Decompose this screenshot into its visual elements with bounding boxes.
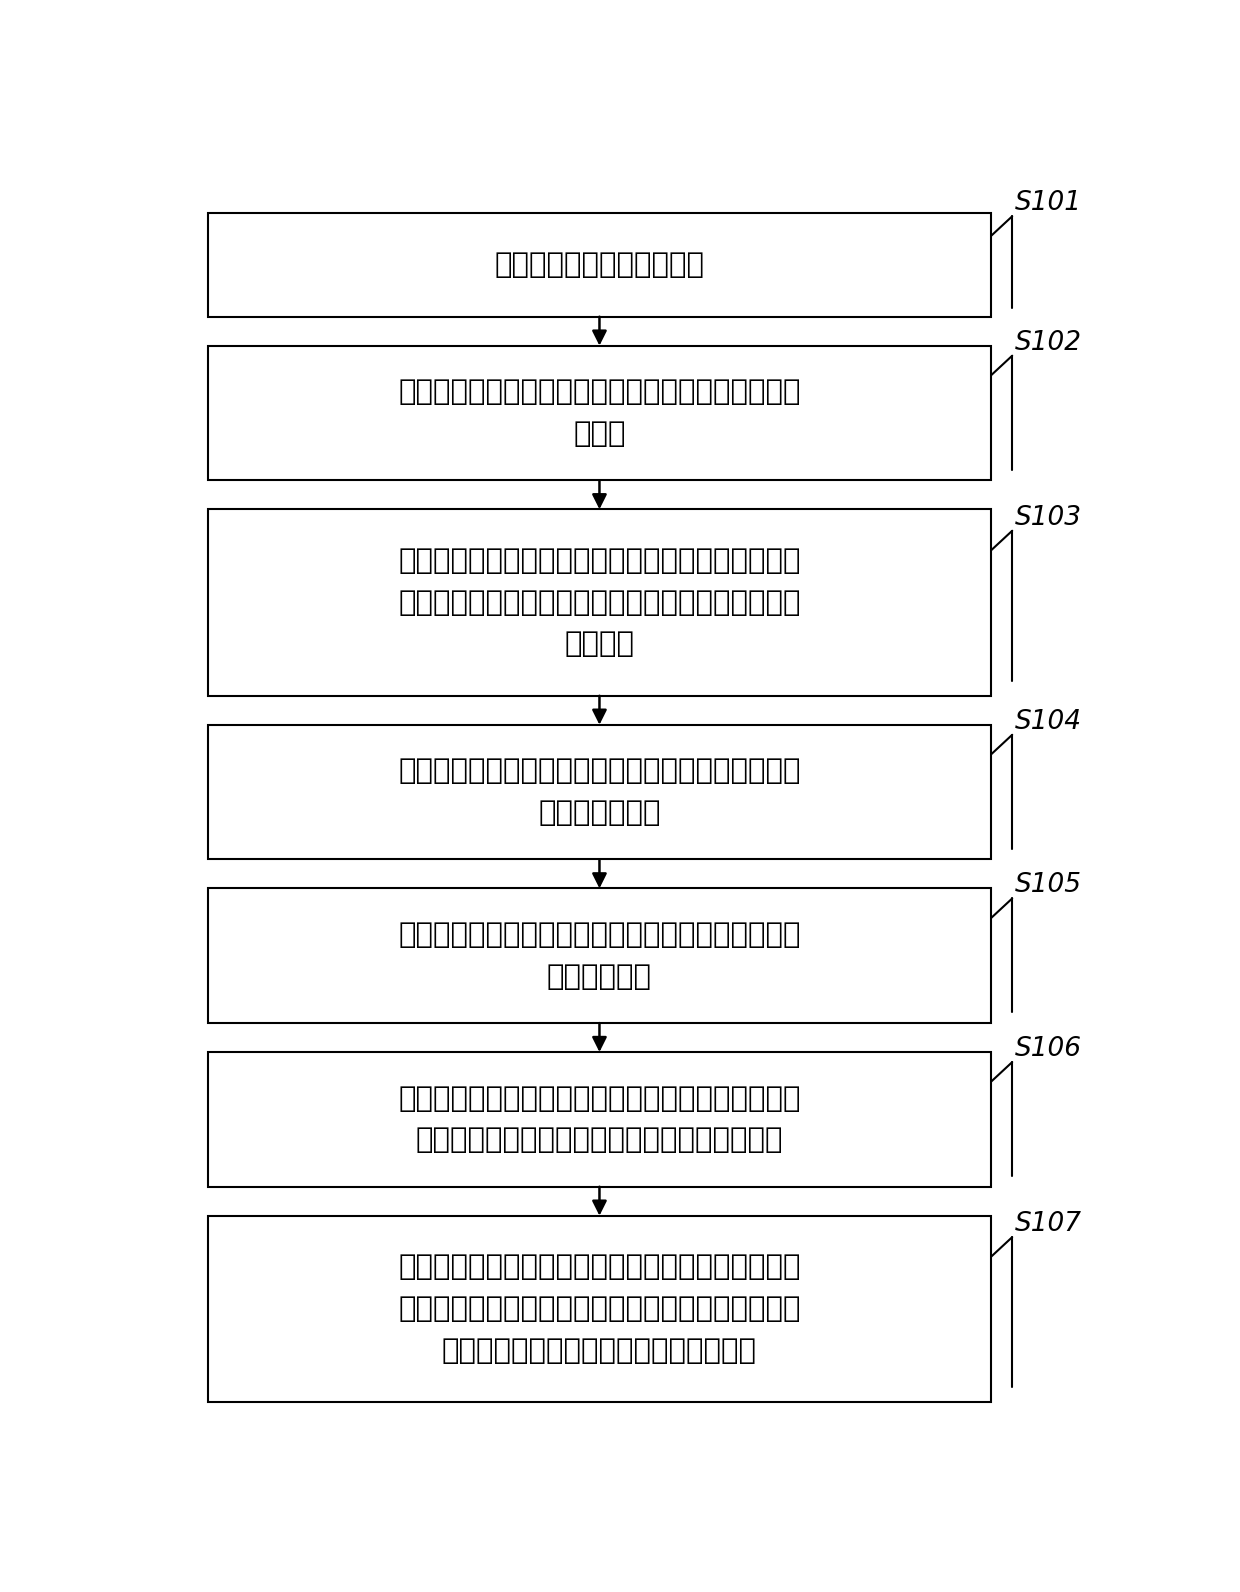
Text: 部分进行处理，形成叠层设置的第一半导体层和第二: 部分进行处理，形成叠层设置的第一半导体层和第二: [398, 589, 801, 616]
Text: 二接触电极的位置，形成的第一过孔和第二过孔: 二接触电极的位置，形成的第一过孔和第二过孔: [415, 1126, 784, 1154]
Text: S103: S103: [1016, 505, 1083, 530]
Bar: [208, 888, 991, 1024]
Text: 成第二接触电极: 成第二接触电极: [538, 799, 661, 826]
Text: 对半导体材料层的半导体区和第二接触区远离基底的: 对半导体材料层的半导体区和第二接触区远离基底的: [398, 548, 801, 575]
Bar: [208, 509, 991, 696]
Text: S104: S104: [1016, 708, 1083, 736]
Text: S102: S102: [1016, 330, 1083, 355]
Text: 触电极: 触电极: [573, 420, 626, 447]
Text: 在基底上形成半导体材料层: 在基底上形成半导体材料层: [495, 252, 704, 279]
Bar: [208, 1052, 991, 1186]
Text: 对第二半导体层对应第二接触区的部分进行处理，形: 对第二半导体层对应第二接触区的部分进行处理，形: [398, 758, 801, 785]
Text: 半导体层: 半导体层: [564, 630, 635, 657]
Text: 在层间绝缘层上形成第一连接电极和第二连接电极；: 在层间绝缘层上形成第一连接电极和第二连接电极；: [398, 1253, 801, 1282]
Text: 第一连接电极和第二连接电极通过第一过孔和第二过: 第一连接电极和第二连接电极通过第一过孔和第二过: [398, 1294, 801, 1323]
Bar: [208, 1216, 991, 1403]
Text: S101: S101: [1016, 191, 1083, 217]
Text: 通过构图工艺，在层间绝缘层对应第一接触电极与第: 通过构图工艺，在层间绝缘层对应第一接触电极与第: [398, 1084, 801, 1113]
Text: 对半导体材料层的第一接触区进行处理，形成第一接: 对半导体材料层的第一接触区进行处理，形成第一接: [398, 379, 801, 406]
Text: S105: S105: [1016, 872, 1083, 898]
Text: 成层间绝缘层: 成层间绝缘层: [547, 963, 652, 990]
Bar: [208, 213, 991, 317]
Text: S106: S106: [1016, 1036, 1083, 1062]
Bar: [208, 724, 991, 860]
Text: 在第一接触电极、第二半导体层和第二接触电极上形: 在第一接触电极、第二半导体层和第二接触电极上形: [398, 920, 801, 949]
Text: S107: S107: [1016, 1212, 1083, 1237]
Text: 孔分别连接第一接触电极和第二接触电极: 孔分别连接第一接触电极和第二接触电极: [441, 1337, 756, 1364]
Bar: [208, 345, 991, 481]
